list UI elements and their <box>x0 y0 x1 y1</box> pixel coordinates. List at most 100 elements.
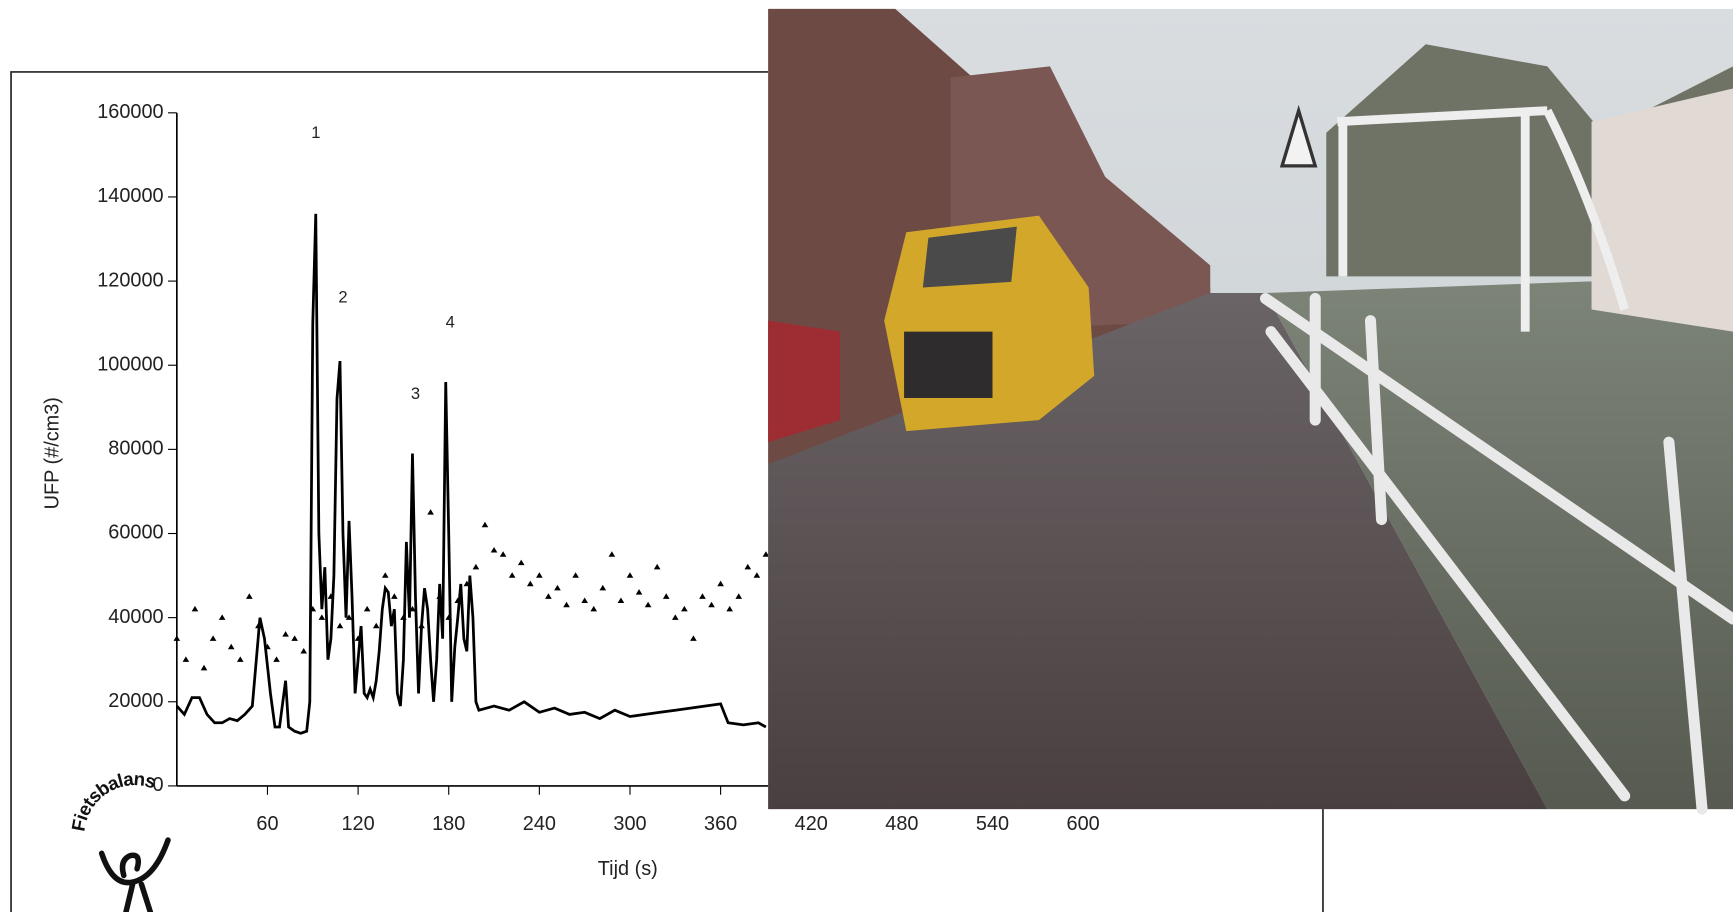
data-point <box>246 593 253 599</box>
data-point <box>644 601 652 608</box>
data-point <box>282 631 289 637</box>
data-point <box>717 580 724 587</box>
data-point <box>599 584 607 591</box>
data-point <box>173 635 181 641</box>
data-point <box>345 614 353 620</box>
data-point <box>300 647 308 654</box>
annotation: 1 <box>311 123 320 142</box>
data-point <box>391 593 398 599</box>
data-point <box>526 580 534 587</box>
y-tick-label: 160000 <box>97 101 163 123</box>
annotation: 2 <box>338 287 347 306</box>
logo-figure <box>98 837 171 912</box>
data-point <box>508 572 516 578</box>
data-point <box>418 622 425 629</box>
data-point <box>690 635 697 641</box>
x-axis-label: Tijd (s) <box>598 858 658 880</box>
data-point <box>545 593 552 599</box>
data-point <box>209 635 217 641</box>
y-tick-label: 60000 <box>108 522 163 544</box>
data-point <box>662 593 670 599</box>
van-window <box>922 226 1017 288</box>
y-tick-label: 120000 <box>97 269 163 291</box>
logo-text: Fietsbalans <box>67 768 158 833</box>
data-point <box>409 605 416 612</box>
data-point <box>708 601 715 608</box>
data-point <box>354 635 362 641</box>
data-point <box>463 580 471 587</box>
x-tick-label: 360 <box>704 813 737 835</box>
data-point <box>182 656 190 662</box>
x-tick-label: 480 <box>885 813 918 835</box>
data-point <box>617 597 625 604</box>
x-tick-label: 120 <box>342 813 375 835</box>
x-tick-label: 60 <box>256 813 278 835</box>
data-point <box>454 597 462 604</box>
red-car <box>768 320 840 443</box>
data-point <box>363 605 371 612</box>
y-tick-label: 100000 <box>97 353 163 375</box>
houses-right <box>1591 88 1733 332</box>
y-tick-label: 20000 <box>108 690 163 712</box>
data-point <box>218 614 226 620</box>
y-axis-label: UFP (#/cm3) <box>41 397 63 509</box>
van-front <box>904 331 993 398</box>
data-point <box>762 551 770 557</box>
data-point <box>753 572 761 578</box>
data-point <box>744 563 752 570</box>
data-point <box>318 614 326 620</box>
data-point <box>336 622 344 629</box>
data-line <box>175 213 767 735</box>
data-point <box>626 572 634 578</box>
video-frame <box>768 8 1733 815</box>
data-point <box>735 593 743 599</box>
data-point <box>436 593 443 599</box>
data-point <box>255 622 262 629</box>
x-tick-label: 600 <box>1067 813 1100 835</box>
data-point <box>681 605 688 612</box>
x-tick-label: 240 <box>523 813 556 835</box>
data-point <box>372 622 380 629</box>
data-point <box>726 605 733 612</box>
data-point <box>608 551 616 557</box>
data-point <box>517 559 525 566</box>
data-point <box>227 643 235 650</box>
y-tick-label: 80000 <box>108 438 163 460</box>
y-tick-label: 140000 <box>97 185 163 207</box>
logo: Fietsbalans <box>67 768 171 912</box>
x-tick-label: 300 <box>613 813 646 835</box>
data-point <box>699 593 706 599</box>
data-point <box>581 597 588 604</box>
y-tick-label: 0 <box>153 774 164 796</box>
data-point <box>327 593 335 599</box>
x-tick-label: 540 <box>976 813 1009 835</box>
data-point <box>554 584 561 591</box>
data-point <box>291 635 298 641</box>
annotation: 3 <box>411 384 420 403</box>
data-point <box>653 563 661 570</box>
data-point <box>472 563 480 570</box>
road-sign <box>1279 104 1318 168</box>
data-point <box>563 601 570 608</box>
annotation: 4 <box>446 313 455 332</box>
railing <box>1259 292 1733 815</box>
logo-text-path: Fietsbalans <box>67 768 158 833</box>
data-point <box>273 656 280 662</box>
data-point <box>381 572 389 578</box>
data-point <box>264 643 271 650</box>
data-point <box>572 572 579 578</box>
data-point <box>445 614 453 620</box>
plot-area: 0 20000 40000 60000 80000 100000 120000 140000 1… <box>97 101 1265 835</box>
x-tick-label: 180 <box>432 813 465 835</box>
data-point <box>427 509 434 515</box>
data-point <box>671 614 679 620</box>
data-point <box>309 605 317 612</box>
data-point <box>236 656 244 662</box>
water <box>1265 276 1733 810</box>
data-point <box>635 589 643 595</box>
data-point <box>200 664 208 671</box>
data-point <box>536 572 543 578</box>
data-point <box>481 521 489 528</box>
